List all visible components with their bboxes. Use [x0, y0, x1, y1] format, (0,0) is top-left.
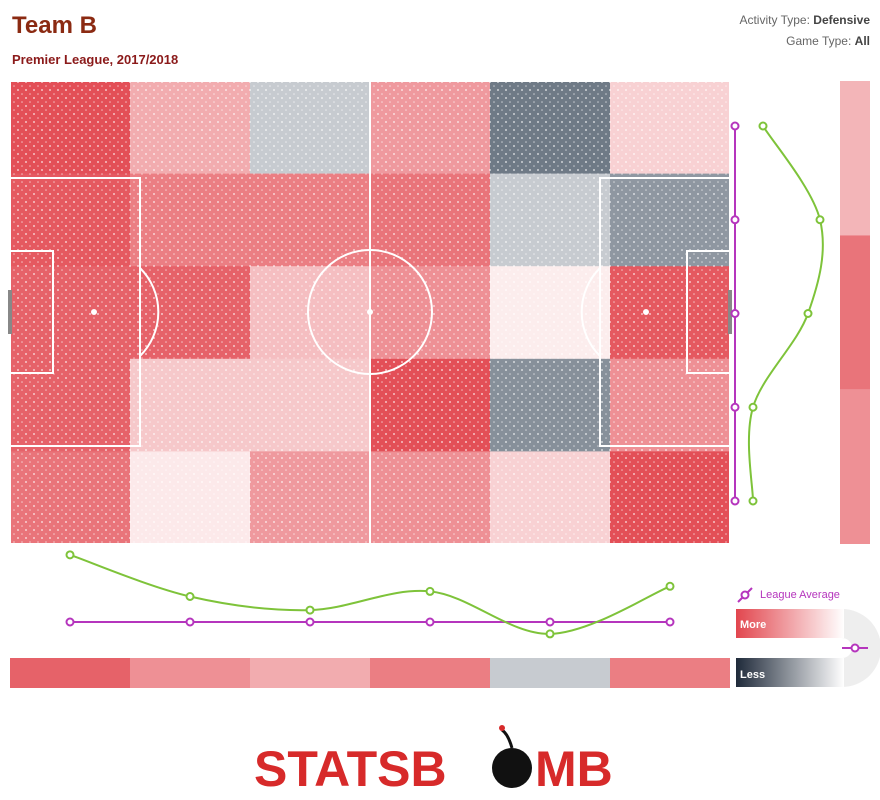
row-profile-bar — [840, 81, 870, 236]
column-profile-bar — [250, 658, 370, 688]
competition-subtitle: Premier League, 2017/2018 — [12, 52, 179, 67]
column-profile-bar — [10, 658, 130, 688]
column-trend-point — [545, 629, 555, 639]
column-trend-line — [69, 553, 671, 635]
statsbomb-logo: STATSB MB — [254, 725, 613, 797]
logo-bomb-icon — [492, 748, 532, 788]
row-trend-point — [758, 121, 768, 131]
row-average-marker — [730, 121, 740, 131]
row-line-plot — [730, 121, 825, 506]
column-average-marker — [545, 617, 555, 627]
game-type: Game Type: All — [786, 34, 870, 48]
logo-text-right: MB — [535, 741, 613, 797]
row-trend-point — [803, 309, 813, 318]
column-average-marker — [185, 617, 195, 627]
more-swatch — [736, 609, 844, 638]
left-penalty-arc — [139, 267, 160, 357]
center-circle — [307, 249, 433, 375]
row-trend-point — [748, 402, 758, 412]
row-average-marker — [730, 496, 740, 506]
center-spot — [367, 309, 373, 315]
column-trend-point — [665, 581, 675, 591]
row-profile-bars — [840, 81, 870, 544]
less-label: Less — [740, 669, 765, 681]
legend-average-marker — [850, 643, 860, 653]
column-trend-point — [425, 586, 435, 596]
left-goal — [8, 290, 12, 334]
row-trend-point — [815, 215, 825, 225]
column-average-marker — [305, 617, 315, 627]
column-profile-bar — [610, 658, 730, 688]
row-average-marker — [730, 309, 740, 318]
row-profile-bar — [840, 389, 870, 544]
row-profile-bar — [840, 235, 870, 390]
column-trend-point — [305, 605, 315, 615]
logo-spark-icon — [499, 725, 505, 731]
column-profile-bars — [10, 658, 730, 688]
less-swatch — [736, 658, 844, 687]
column-average-marker — [665, 617, 675, 627]
column-profile-bar — [130, 658, 250, 688]
left-penalty-spot — [91, 309, 97, 315]
column-average-marker — [425, 617, 435, 627]
more-label: More — [740, 619, 766, 631]
team-title: Team B — [12, 12, 97, 39]
column-average-marker — [65, 617, 75, 627]
pitch-heatmap-chart: League Average More Less — [8, 80, 880, 688]
game-type-value: All — [854, 34, 870, 48]
column-profile-bar — [490, 658, 610, 688]
league-average-legend-marker — [740, 590, 750, 600]
legend: League Average More Less — [736, 587, 880, 687]
logo-text-left: STATSB — [254, 741, 447, 797]
row-trend-point — [748, 496, 758, 506]
row-average-marker — [730, 215, 740, 225]
column-line-plot — [65, 550, 675, 639]
logo-fuse-icon — [501, 728, 514, 749]
right-goal — [728, 290, 732, 334]
game-type-label: Game Type: — [786, 34, 852, 48]
activity-type: Activity Type: Defensive — [739, 13, 870, 27]
row-average-marker — [730, 402, 740, 412]
activity-type-value: Defensive — [813, 13, 870, 27]
right-penalty-arc — [580, 267, 601, 357]
column-trend-point — [65, 550, 75, 560]
activity-type-label: Activity Type: — [739, 13, 810, 27]
column-profile-bar — [370, 658, 490, 688]
column-trend-point — [185, 592, 195, 601]
league-average-label: League Average — [760, 589, 840, 601]
right-penalty-spot — [643, 309, 649, 315]
